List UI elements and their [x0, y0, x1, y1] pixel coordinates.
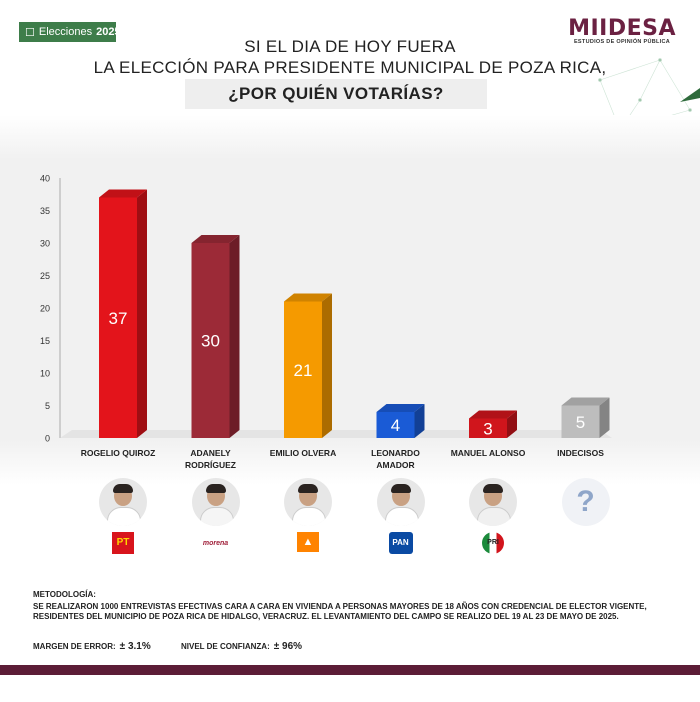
y-tick-label: 20 — [40, 304, 50, 314]
footer-bar — [0, 665, 700, 675]
category-label: LEONARDO — [371, 448, 420, 458]
ballot-icon: ☐ — [25, 26, 35, 39]
brand-tagline: ESTUDIOS DE OPINIÓN PÚBLICA — [573, 39, 671, 45]
bar-top — [376, 404, 425, 412]
margin-value: ± 3.1% — [119, 641, 151, 652]
y-tick-label: 30 — [40, 239, 50, 249]
stats-row: MARGEN DE ERROR: ± 3.1% NIVEL DE CONFIANZ… — [33, 641, 302, 652]
bar-top — [284, 293, 332, 302]
category-label: AMADOR — [376, 460, 414, 470]
candidate-card: ? — [558, 478, 614, 526]
chart-heading: SI EL DIA DE HOY FUERA LA ELECCIÓN PARA … — [0, 36, 700, 78]
methodology-text: SE REALIZARON 1000 ENTREVISTAS EFECTIVAS… — [33, 601, 647, 622]
bar-value-label: 21 — [294, 361, 313, 380]
category-label: INDECISOS — [557, 448, 604, 458]
party-logo-mc: ▲ — [297, 532, 319, 552]
bar — [191, 243, 230, 438]
heading-line-2: LA ELECCIÓN PARA PRESIDENTE MUNICIPAL DE… — [93, 58, 607, 77]
y-tick-label: 35 — [40, 206, 50, 216]
bar — [469, 418, 507, 438]
methodology: METODOLOGÍA: SE REALIZARON 1000 ENTREVIS… — [33, 590, 673, 623]
bar-side — [137, 189, 147, 438]
category-label: ROGELIO QUIROZ — [81, 448, 156, 458]
y-tick-label: 25 — [40, 271, 50, 281]
bar-value-label: 30 — [201, 332, 220, 351]
y-tick-label: 15 — [40, 336, 50, 346]
bar-value-label: 37 — [109, 309, 128, 328]
category-label: MANUEL ALONSO — [451, 448, 526, 458]
badge-year: 2025 — [96, 26, 121, 38]
candidate-strip: PT morena ▲ PAN PRI? — [0, 478, 700, 563]
bar — [99, 197, 137, 438]
bar-top — [99, 189, 147, 198]
bar-side — [414, 404, 425, 438]
party-logo-morena: morena — [202, 539, 229, 547]
bar — [376, 412, 415, 438]
category-label: EMILIO OLVERA — [270, 448, 336, 458]
candidate-card: PAN — [373, 478, 429, 554]
methodology-title: METODOLOGÍA: — [33, 590, 96, 599]
y-tick-label: 0 — [45, 434, 50, 444]
candidate-photo — [284, 478, 332, 526]
confidence-value: ± 96% — [273, 641, 303, 652]
bar-top — [561, 397, 610, 406]
confidence-label: NIVEL DE CONFIANZA: — [181, 642, 270, 651]
candidate-photo — [191, 478, 240, 526]
brand-logo: MIIDESA ESTUDIOS DE OPINIÓN PÚBLICA — [568, 16, 676, 45]
bar — [561, 405, 600, 438]
elections-badge: ☐ Elecciones 2025 — [19, 22, 121, 42]
category-label: RODRÍGUEZ — [185, 460, 236, 470]
bar-side — [322, 293, 332, 438]
undecided-icon: ? — [561, 478, 610, 526]
party-logo-pt: PT — [112, 532, 134, 554]
candidate-card: ▲ — [280, 478, 336, 552]
bar-side — [507, 410, 517, 438]
bar-value-label: 5 — [576, 413, 585, 432]
bar-side — [229, 235, 240, 438]
category-label: ADANELY — [190, 448, 231, 458]
bar-side — [599, 397, 610, 438]
candidate-card: PRI — [465, 478, 521, 554]
bar-top — [191, 235, 240, 243]
party-logo-pan: PAN — [388, 532, 413, 554]
brand-name: MIIDESA — [568, 16, 676, 41]
y-tick-label: 40 — [40, 174, 50, 184]
candidate-photo — [469, 478, 517, 526]
bar-value-label: 4 — [391, 416, 400, 435]
candidate-card: PT — [95, 478, 151, 554]
party-logo-pri: PRI — [482, 532, 504, 554]
badge-label: Elecciones — [38, 26, 93, 38]
candidate-photo — [99, 478, 147, 526]
margin-label: MARGEN DE ERROR: — [33, 642, 116, 651]
y-tick-label: 10 — [40, 369, 50, 379]
candidate-card: morena — [188, 478, 244, 554]
y-tick-label: 5 — [45, 401, 50, 411]
bar-top — [469, 410, 517, 419]
candidate-photo — [376, 478, 425, 526]
question-box: ¿POR QUIÉN VOTARÍAS? — [185, 79, 487, 109]
bar — [284, 301, 322, 438]
heading-line-1: SI EL DIA DE HOY FUERA — [244, 37, 456, 56]
bar-value-label: 3 — [483, 419, 492, 438]
